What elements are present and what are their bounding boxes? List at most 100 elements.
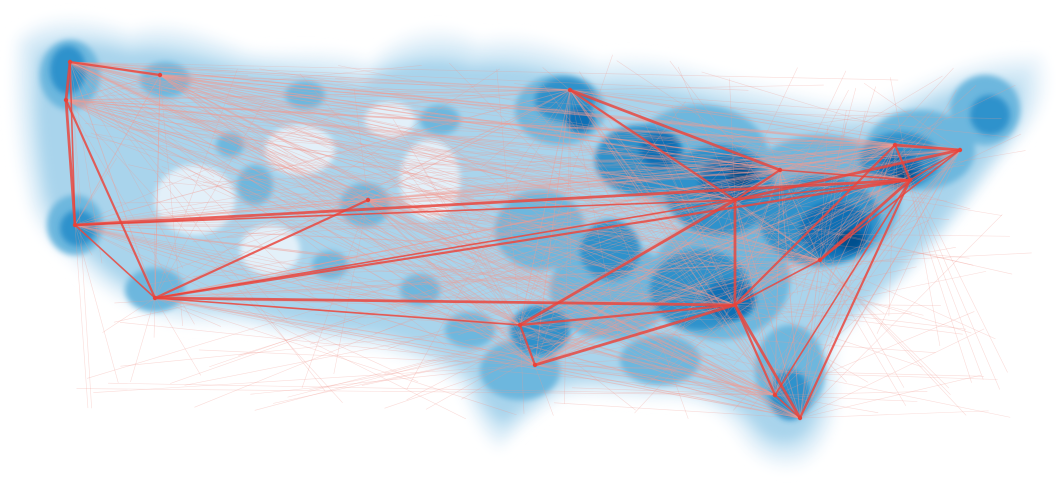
route-line <box>159 74 911 181</box>
route-line <box>519 200 573 326</box>
route-line <box>518 198 737 327</box>
route-line <box>534 319 620 366</box>
route-line <box>65 94 518 101</box>
route-line <box>192 174 521 326</box>
route-line <box>785 179 911 234</box>
route-line <box>819 259 951 395</box>
route-line <box>143 103 896 146</box>
route-line <box>408 247 736 306</box>
hub-node-boston <box>957 147 963 153</box>
route-line <box>534 364 776 396</box>
route-line <box>202 149 961 183</box>
route-line <box>799 122 847 419</box>
route-line <box>69 61 1013 275</box>
route-line <box>74 219 349 226</box>
route-line <box>209 169 781 368</box>
route-line <box>154 68 238 299</box>
route-line <box>411 144 896 203</box>
route-line <box>159 74 503 205</box>
route-line <box>102 107 821 261</box>
route-line <box>774 394 801 419</box>
route-line <box>534 271 987 366</box>
route-line <box>461 144 896 400</box>
route-line <box>798 178 912 420</box>
route-line <box>65 99 195 325</box>
route-line <box>734 85 977 306</box>
route-line <box>894 144 1008 373</box>
route-line <box>154 231 156 299</box>
route-line <box>154 149 961 299</box>
route-line <box>367 199 871 292</box>
hub-node-denver <box>365 197 371 203</box>
route-line <box>74 224 536 366</box>
route-line <box>69 61 160 144</box>
route-line <box>500 169 781 334</box>
route-line <box>645 259 821 341</box>
route-line <box>74 148 520 226</box>
route-line <box>65 65 422 101</box>
route-line <box>69 61 314 296</box>
route-line <box>669 60 821 261</box>
route-line <box>64 60 72 102</box>
route-line <box>519 149 961 326</box>
route-line <box>774 394 918 402</box>
route-line <box>159 74 776 396</box>
route-line <box>631 179 911 363</box>
route-line <box>69 61 103 264</box>
route-line <box>204 199 369 237</box>
route-line <box>259 68 911 181</box>
route-line <box>367 199 736 306</box>
route-line <box>449 149 961 182</box>
route-line <box>68 60 162 77</box>
route-line <box>542 84 776 396</box>
route-line <box>534 259 821 366</box>
route-line <box>170 169 781 384</box>
hub-node-los-angeles <box>152 295 158 301</box>
route-line <box>488 324 521 331</box>
route-line <box>496 68 521 326</box>
route-line <box>65 99 1002 119</box>
route-line <box>399 308 776 396</box>
route-line <box>534 133 1022 366</box>
route-line <box>465 89 571 238</box>
route-line <box>819 259 949 389</box>
route-line <box>459 212 536 366</box>
route-line <box>569 89 1010 138</box>
route-line <box>65 99 781 171</box>
hub-node-houston <box>532 362 538 368</box>
route-line <box>367 160 768 201</box>
route-line <box>69 61 787 234</box>
route-line <box>69 61 326 391</box>
route-line <box>406 89 571 390</box>
route-line <box>309 304 736 391</box>
route-line <box>514 83 571 91</box>
route-line <box>473 308 536 366</box>
route-line <box>499 370 776 396</box>
route-line <box>569 89 961 151</box>
route-line <box>69 61 972 334</box>
route-line <box>154 74 161 299</box>
route-line <box>734 259 795 306</box>
route-line <box>69 61 156 299</box>
route-line <box>176 144 896 305</box>
route-line <box>734 67 954 306</box>
route-line <box>634 304 736 414</box>
route-line <box>573 275 801 419</box>
route-line <box>734 199 821 261</box>
route-line <box>69 61 369 201</box>
route-line <box>534 144 896 366</box>
route-line <box>154 165 799 299</box>
route-line <box>69 61 288 321</box>
route-line <box>74 149 961 226</box>
route-line <box>74 224 862 231</box>
route-line <box>160 148 801 419</box>
route-line <box>468 346 536 366</box>
route-line <box>159 74 571 91</box>
route-line <box>74 224 967 330</box>
route-line <box>367 199 636 411</box>
route-line <box>69 61 665 211</box>
route-line <box>734 199 856 303</box>
hub-node-chicago <box>732 197 738 203</box>
route-line <box>672 136 896 146</box>
